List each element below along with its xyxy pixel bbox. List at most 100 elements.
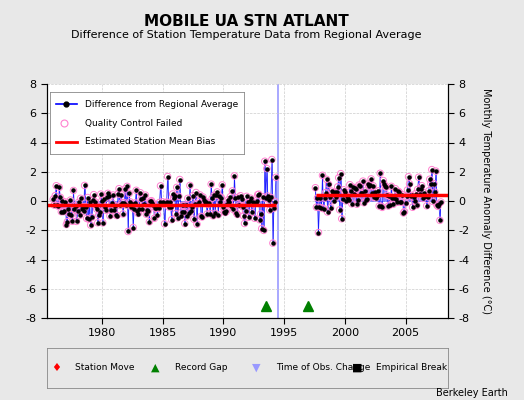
Point — [74, 199, 83, 206]
Point — [154, 211, 162, 218]
Point — [134, 210, 143, 217]
Text: Estimated Station Mean Bias: Estimated Station Mean Bias — [85, 137, 215, 146]
Point — [347, 201, 356, 207]
Point — [258, 194, 267, 200]
Point — [421, 193, 429, 199]
Point — [259, 227, 268, 234]
Point — [336, 170, 345, 177]
Point — [362, 196, 370, 203]
Point — [429, 198, 437, 204]
Point — [101, 204, 109, 210]
Point — [340, 186, 348, 193]
Point — [95, 208, 104, 215]
Point — [54, 203, 62, 209]
Point — [224, 197, 233, 203]
Point — [269, 240, 277, 246]
Point — [136, 190, 145, 196]
Point — [69, 187, 78, 194]
Point — [183, 213, 191, 220]
Point — [57, 208, 66, 215]
Point — [141, 192, 149, 198]
Point — [71, 203, 80, 209]
Point — [82, 215, 91, 222]
Point — [318, 204, 326, 211]
Point — [52, 182, 60, 189]
Point — [194, 200, 202, 207]
Point — [393, 199, 401, 206]
Point — [112, 212, 120, 218]
Point — [403, 187, 412, 193]
Point — [208, 195, 216, 202]
Point — [241, 220, 249, 227]
Point — [167, 204, 175, 210]
Point — [362, 196, 370, 203]
Point — [330, 198, 338, 204]
Point — [126, 199, 134, 205]
Point — [189, 192, 197, 199]
Point — [51, 192, 59, 199]
Point — [107, 207, 115, 214]
Point — [410, 197, 419, 204]
Point — [376, 170, 385, 176]
Point — [347, 188, 355, 194]
Point — [187, 208, 195, 214]
Point — [56, 194, 64, 200]
Point — [160, 221, 169, 227]
Point — [231, 194, 239, 201]
Point — [169, 191, 177, 197]
Point — [270, 205, 278, 211]
Point — [161, 200, 170, 206]
Point — [150, 215, 159, 222]
Point — [322, 176, 331, 182]
Point — [402, 193, 411, 200]
Point — [132, 187, 140, 194]
Point — [354, 197, 362, 203]
Point — [177, 212, 185, 219]
Point — [341, 189, 349, 195]
Point — [243, 193, 251, 200]
Point — [160, 221, 169, 227]
Point — [107, 207, 115, 214]
Point — [326, 205, 335, 211]
Point — [233, 211, 242, 218]
Point — [108, 200, 116, 206]
Point — [91, 198, 99, 205]
Text: ▼: ▼ — [252, 363, 260, 373]
Point — [72, 218, 81, 224]
Point — [398, 192, 407, 198]
Point — [407, 192, 416, 198]
Point — [417, 185, 425, 192]
Point — [144, 208, 152, 214]
Point — [133, 208, 141, 215]
Point — [127, 204, 135, 210]
Point — [218, 182, 226, 188]
Point — [120, 199, 128, 206]
Point — [222, 208, 231, 215]
Point — [169, 191, 177, 197]
Point — [106, 212, 114, 219]
Point — [217, 194, 225, 201]
Point — [137, 196, 146, 202]
Point — [392, 196, 400, 202]
Point — [199, 194, 207, 200]
Point — [195, 199, 203, 205]
Point — [231, 194, 239, 201]
Point — [83, 194, 92, 201]
Point — [332, 194, 340, 200]
Point — [223, 200, 232, 207]
Text: Time of Obs. Change: Time of Obs. Change — [276, 364, 370, 372]
Point — [380, 181, 388, 188]
Point — [145, 219, 154, 225]
Point — [335, 207, 344, 213]
Point — [140, 200, 148, 207]
Point — [384, 203, 392, 209]
Point — [402, 193, 411, 200]
Point — [429, 198, 437, 204]
Point — [181, 220, 189, 227]
Point — [191, 201, 199, 207]
Point — [255, 191, 263, 197]
Point — [138, 205, 147, 212]
Point — [420, 190, 428, 196]
Point — [385, 193, 394, 200]
Point — [321, 190, 330, 196]
